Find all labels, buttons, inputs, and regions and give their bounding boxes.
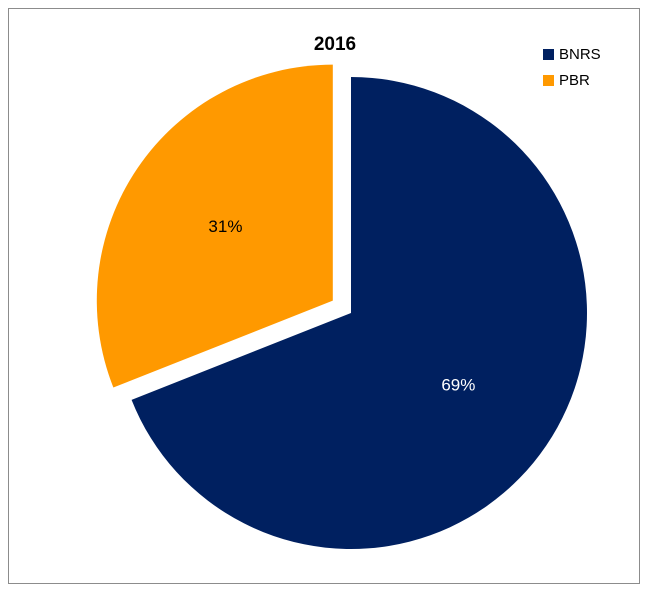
pie-slice [96, 64, 333, 388]
legend-label: BNRS [559, 46, 601, 63]
legend-swatch [543, 75, 554, 86]
chart-title: 2016 [314, 34, 356, 55]
legend-label: PBR [559, 72, 590, 89]
data-label: 69% [441, 375, 475, 394]
pie-slice [131, 77, 587, 549]
data-label: 31% [208, 217, 242, 236]
legend-swatch [543, 49, 554, 60]
